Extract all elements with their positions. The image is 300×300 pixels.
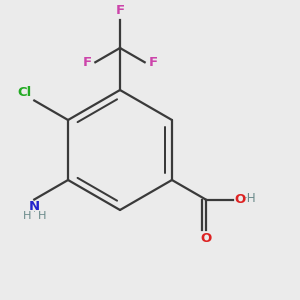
Text: N: N (29, 200, 40, 212)
Text: F: F (82, 56, 92, 69)
Text: O: O (200, 232, 212, 245)
Text: H: H (38, 211, 46, 221)
Text: F: F (116, 4, 124, 17)
Text: H: H (22, 211, 31, 221)
Text: F: F (148, 56, 158, 69)
Text: ·H: ·H (244, 191, 257, 205)
Text: O: O (234, 193, 245, 206)
Text: Cl: Cl (17, 86, 31, 99)
Text: ·: · (33, 208, 36, 217)
